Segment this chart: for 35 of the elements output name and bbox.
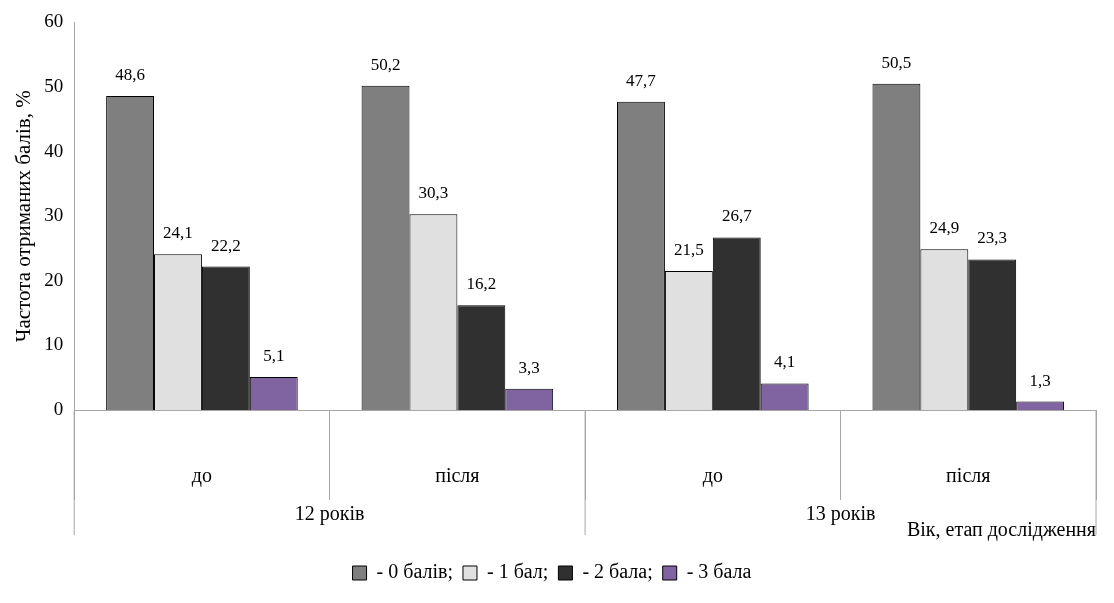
y-tick-label: 10 bbox=[44, 333, 64, 355]
y-tick-label: 40 bbox=[44, 139, 64, 161]
y-tick-label: 60 bbox=[44, 10, 64, 32]
data-label: 48,6 bbox=[115, 65, 145, 85]
data-label: 3,3 bbox=[518, 357, 540, 377]
data-label: 26,7 bbox=[721, 206, 753, 226]
data-label: 50,5 bbox=[881, 52, 912, 72]
data-label: 24,9 bbox=[929, 218, 960, 238]
data-label: 1,3 bbox=[1029, 370, 1051, 390]
x-axis-title: Вік, етап дослідження bbox=[906, 518, 1096, 542]
data-label: 24,1 bbox=[163, 223, 193, 243]
x-tick-label: до bbox=[702, 464, 723, 488]
x-tick-label: після bbox=[435, 464, 480, 487]
data-label: 5,1 bbox=[263, 346, 285, 366]
data-label: 50,2 bbox=[370, 54, 401, 74]
y-tick-label: 20 bbox=[44, 268, 64, 290]
data-label: 22,2 bbox=[211, 235, 241, 255]
data-label: 23,3 bbox=[977, 228, 1008, 248]
x-tick-label: до bbox=[191, 464, 213, 488]
data-label: 21,5 bbox=[674, 240, 704, 260]
legend-label: - 3 бала bbox=[686, 560, 752, 583]
x-tick-label: після bbox=[946, 464, 991, 487]
data-label: 47,7 bbox=[626, 70, 657, 90]
data-label: 4,1 bbox=[774, 352, 796, 372]
y-axis-title: Частота отриманих балів, % bbox=[11, 90, 36, 343]
y-tick-label: 30 bbox=[44, 204, 64, 226]
y-tick-label: 0 bbox=[53, 397, 64, 419]
legend-label: - 2 бала; bbox=[582, 560, 653, 583]
text: 12 років bbox=[294, 502, 365, 526]
data-label: 16,2 bbox=[466, 274, 497, 294]
legend-label: - 1 бал; bbox=[486, 560, 549, 583]
data-label: 30,3 bbox=[418, 183, 449, 203]
y-tick-label: 50 bbox=[44, 74, 64, 96]
text: 13 років bbox=[805, 502, 876, 526]
legend-label: - 0 балів; bbox=[376, 560, 453, 583]
